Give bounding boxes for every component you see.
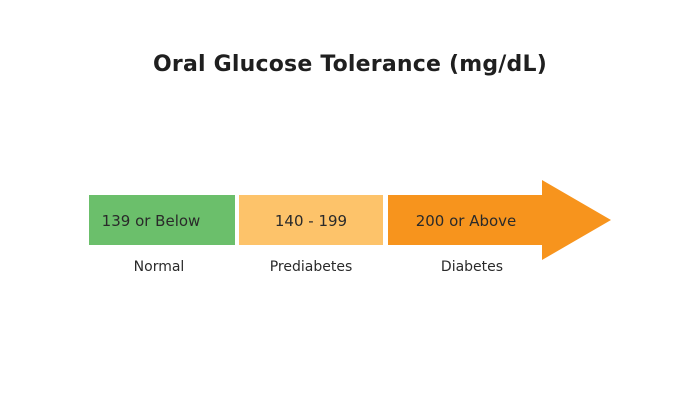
segment-prediabetes-bar bbox=[239, 195, 383, 245]
diagram-title: Oral Glucose Tolerance (mg/dL) bbox=[153, 52, 547, 77]
segment-diabetes-label: Diabetes bbox=[441, 259, 503, 275]
segment-prediabetes-label: Prediabetes bbox=[270, 259, 353, 275]
segment-normal-range: 139 or Below bbox=[102, 212, 201, 230]
segment-diabetes-arrow bbox=[388, 180, 611, 260]
segment-diabetes-range: 200 or Above bbox=[416, 212, 517, 230]
segment-prediabetes-range: 140 - 199 bbox=[275, 212, 347, 230]
segment-normal-bar bbox=[89, 195, 235, 245]
segment-normal-label: Normal bbox=[134, 259, 185, 275]
